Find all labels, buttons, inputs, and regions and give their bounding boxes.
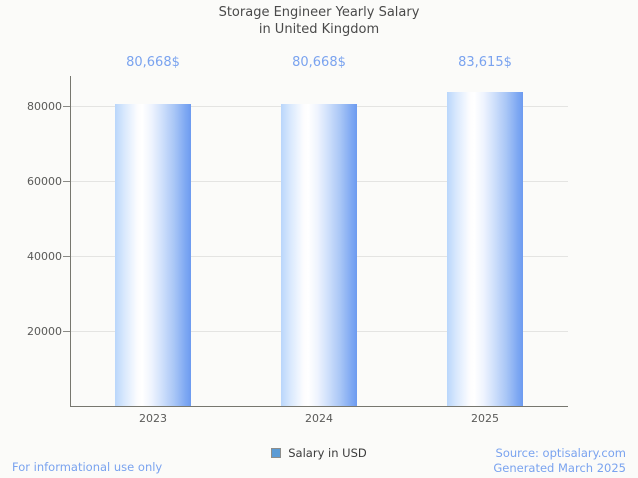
y-axis-tick-mark xyxy=(63,331,70,332)
y-axis-tick-label: 80000 xyxy=(27,100,62,113)
bar-value-label-2025: 83,615$ xyxy=(458,55,512,70)
chart-legend: Salary in USD xyxy=(0,447,638,459)
bar-value-label-2024: 80,668$ xyxy=(292,55,346,70)
y-axis-tick-label: 40000 xyxy=(27,250,62,263)
footer-source: Source: optisalary.com xyxy=(495,446,626,460)
bar-2025[interactable] xyxy=(447,92,523,406)
footer-generated: Generated March 2025 xyxy=(493,461,626,475)
bar-2023[interactable] xyxy=(115,103,191,406)
bar-2024[interactable] xyxy=(281,103,357,406)
bar-value-label-2023: 80,668$ xyxy=(126,55,180,70)
chart-title-line-2: in United Kingdom xyxy=(258,22,380,37)
y-axis-tick-mark xyxy=(63,106,70,107)
x-axis-tick-label-2025: 2025 xyxy=(471,412,499,425)
footer-disclaimer: For informational use only xyxy=(12,460,163,474)
x-axis-tick-label-2023: 2023 xyxy=(139,412,167,425)
plot-area xyxy=(63,76,568,407)
legend-label: Salary in USD xyxy=(288,446,367,460)
y-axis-tick-label: 60000 xyxy=(27,175,62,188)
legend-swatch-icon xyxy=(271,448,282,458)
y-axis-tick-mark xyxy=(63,181,70,182)
legend-entry-salary-in-usd[interactable]: Salary in USD xyxy=(271,447,367,459)
chart-title-line-1: Storage Engineer Yearly Salary xyxy=(218,5,420,20)
chart-title: Storage Engineer Yearly Salary in United… xyxy=(0,4,638,38)
x-axis-line xyxy=(70,406,568,407)
y-axis-tick-label: 20000 xyxy=(27,325,62,338)
y-axis-tick-mark xyxy=(63,256,70,257)
footer-source-block: Source: optisalary.com Generated March 2… xyxy=(493,446,626,476)
x-axis-tick-label-2024: 2024 xyxy=(305,412,333,425)
y-axis-line xyxy=(70,76,71,406)
